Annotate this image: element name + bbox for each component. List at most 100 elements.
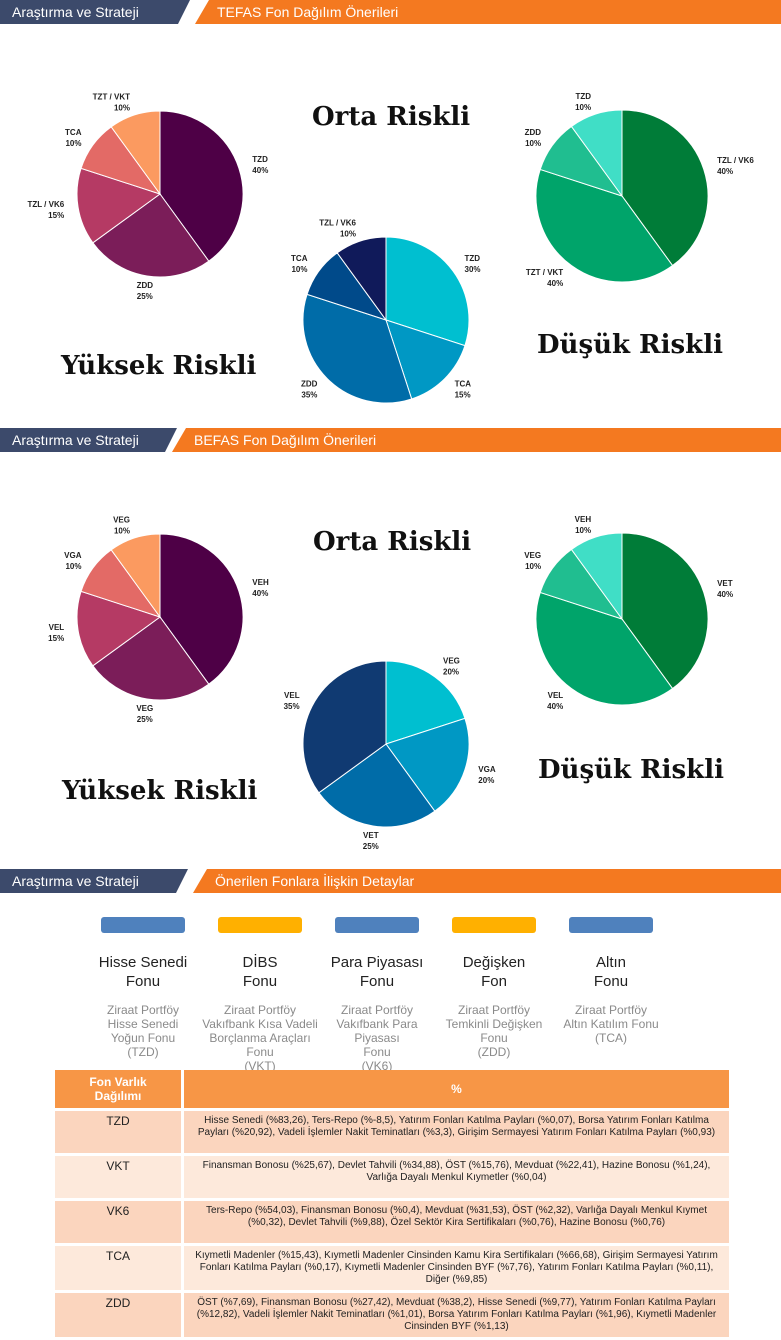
pie-slice: [302, 660, 387, 794]
pie-slice-value: 40%: [252, 166, 268, 175]
fund-card-gold: Altın Fonu Ziraat Portföy Altın Katılım …: [551, 917, 671, 1045]
pie-slice-label: TZD: [465, 254, 481, 263]
fund-card-equity: Hisse Senedi Fonu Ziraat Portföy Hisse S…: [83, 917, 203, 1059]
pie-slice-value: 35%: [284, 702, 300, 711]
pie-slice: [92, 616, 210, 701]
pie-slice-value: 10%: [340, 230, 356, 239]
pie-slice-label: TCA: [291, 254, 308, 263]
banner-left-label: Araştırma ve Strateji: [0, 428, 177, 452]
fund-allocation: Finansman Bonosu (%25,67), Devlet Tahvil…: [184, 1156, 729, 1198]
fund-code: TZD: [55, 1111, 184, 1153]
risk-label-medium: Orta Riskli: [313, 527, 472, 557]
banner-left-label: Araştırma ve Strateji: [0, 869, 188, 893]
pie-slice-value: 20%: [443, 668, 459, 677]
pie-slice-value: 40%: [717, 167, 733, 176]
banner-right-label: BEFAS Fon Dağılım Önerileri: [172, 428, 781, 452]
section-banner-befas: Araştırma ve Strateji BEFAS Fon Dağılım …: [0, 428, 781, 452]
fund-card-money-market: Para Piyasası Fonu Ziraat Portföy Vakıfb…: [317, 917, 437, 1073]
pie-slice-value: 35%: [301, 391, 317, 400]
pie-slice-label: VEG: [524, 551, 541, 560]
pie-slice-value: 40%: [547, 702, 563, 711]
pie-slice: [76, 590, 162, 667]
pie-slice-label: VEL: [49, 623, 65, 632]
pie-slice-label: VEG: [136, 704, 153, 713]
banner-left-label: Araştırma ve Strateji: [0, 0, 190, 24]
fund-code: VK6: [55, 1201, 184, 1243]
pie-slice-label: TZD: [252, 155, 268, 164]
tefas-pie-charts: TZD 40% ZDD 25% TZL / VK6 15% TCA 10% TZT / VKT 1…: [27, 92, 754, 404]
risk-label-medium: Orta Riskli: [312, 102, 471, 132]
fund-allocation: Hisse Senedi (%83,26), Ters-Repo (%-8,5)…: [184, 1111, 729, 1153]
pie-slice-label: TZT / VKT: [526, 268, 563, 277]
pie-slice-label: VET: [363, 831, 379, 840]
pie-slice: [385, 717, 470, 812]
pie-slice-label: ZDD: [137, 281, 154, 290]
pie-slice-value: 10%: [114, 104, 130, 113]
pie-slice-value: 15%: [48, 211, 64, 220]
pie-slice: [110, 110, 161, 196]
pie-slice: [621, 532, 709, 690]
fund-code: TCA: [55, 1246, 184, 1290]
table-row: TCA Kıymetli Madenler (%15,43), Kıymetli…: [55, 1246, 729, 1290]
pie-slice: [76, 167, 162, 244]
fund-color-bar: [218, 917, 302, 933]
pie-slice: [336, 236, 387, 322]
fund-description: Ziraat Portföy Vakıfbank Para Piyasası F…: [336, 1003, 418, 1073]
pie-slice-value: 25%: [363, 842, 379, 851]
pie-slice-label: TZL / VK6: [319, 219, 356, 228]
pie-slice: [621, 109, 709, 267]
section-banner-tefas: Araştırma ve Strateji TEFAS Fon Dağılım …: [0, 0, 781, 24]
table-header-percent: %: [184, 1070, 729, 1108]
pie-slice-value: 10%: [575, 103, 591, 112]
pie-slice-label: ZDD: [301, 380, 318, 389]
fund-name: Hisse Senedi Fonu: [98, 954, 188, 990]
pie-slice-label: VET: [717, 579, 733, 588]
table-row: TZD Hisse Senedi (%83,26), Ters-Repo (%-…: [55, 1111, 729, 1153]
risk-label-low: Düşük Riskli: [538, 755, 724, 785]
pie-slice-label: TZL / VK6: [27, 200, 64, 209]
pie-slice: [535, 591, 674, 706]
fund-allocation: Ters-Repo (%54,03), Finansman Bonosu (%0…: [184, 1201, 729, 1243]
banner-right-label: Önerilen Fonlara İlişkin Detaylar: [193, 869, 781, 893]
pie-slice: [385, 236, 470, 347]
pie-slice: [385, 660, 466, 745]
fund-description: Ziraat Portföy Temkinli Değişken Fonu (Z…: [445, 1003, 543, 1059]
fund-name: Altın Fonu: [593, 954, 629, 990]
fund-color-bar: [101, 917, 185, 933]
section-banner-details: Araştırma ve Strateji Önerilen Fonlara İ…: [0, 869, 781, 893]
fund-description: Ziraat Portföy Hisse Senedi Yoğun Fonu (…: [106, 1003, 180, 1059]
pie-slice-value: 30%: [465, 265, 481, 274]
table-header-code: Fon Varlık Dağılımı: [55, 1070, 184, 1108]
pie-slice-label: TZL / VK6: [717, 156, 754, 165]
pie-slice-label: ZDD: [525, 128, 542, 137]
pie-slice-label: VEH: [575, 515, 592, 524]
fund-name: Değişken Fon: [462, 954, 526, 990]
pie-slice-value: 15%: [48, 634, 64, 643]
risk-label-low: Düşük Riskli: [537, 330, 723, 360]
fund-color-bar: [569, 917, 653, 933]
fund-description: Ziraat Portföy Altın Katılım Fonu (TCA): [563, 1003, 659, 1045]
pie-slice-value: 15%: [455, 391, 471, 400]
pie-slice-value: 10%: [114, 527, 130, 536]
risk-label-high: Yüksek Riskli: [62, 776, 258, 806]
pie-slice: [570, 109, 623, 198]
fund-code: ZDD: [55, 1293, 184, 1337]
pie-slice-value: 40%: [717, 590, 733, 599]
pie-slice-value: 10%: [65, 139, 81, 148]
fund-card-variable: Değişken Fon Ziraat Portföy Temkinli Değ…: [434, 917, 554, 1059]
pie-slice-value: 10%: [291, 265, 307, 274]
pie-slice-value: 40%: [252, 589, 268, 598]
pie-slice-label: TCA: [65, 128, 82, 137]
pie-slice-label: VGA: [64, 551, 82, 560]
pie-slice-value: 25%: [137, 715, 153, 724]
fund-allocation: ÖST (%7,69), Finansman Bonosu (%27,42), …: [184, 1293, 729, 1337]
pie-slice-value: 10%: [525, 562, 541, 571]
pie-slice-label: TZT / VKT: [93, 93, 130, 102]
pie-slice-value: 25%: [137, 292, 153, 301]
table-row: ZDD ÖST (%7,69), Finansman Bonosu (%27,4…: [55, 1293, 729, 1337]
pie-slice-value: 20%: [478, 776, 494, 785]
pie-slice: [570, 532, 623, 621]
pie-slice-label: TZD: [576, 92, 592, 101]
banner-right-label: TEFAS Fon Dağılım Önerileri: [195, 0, 781, 24]
pie-slice-value: 40%: [547, 279, 563, 288]
